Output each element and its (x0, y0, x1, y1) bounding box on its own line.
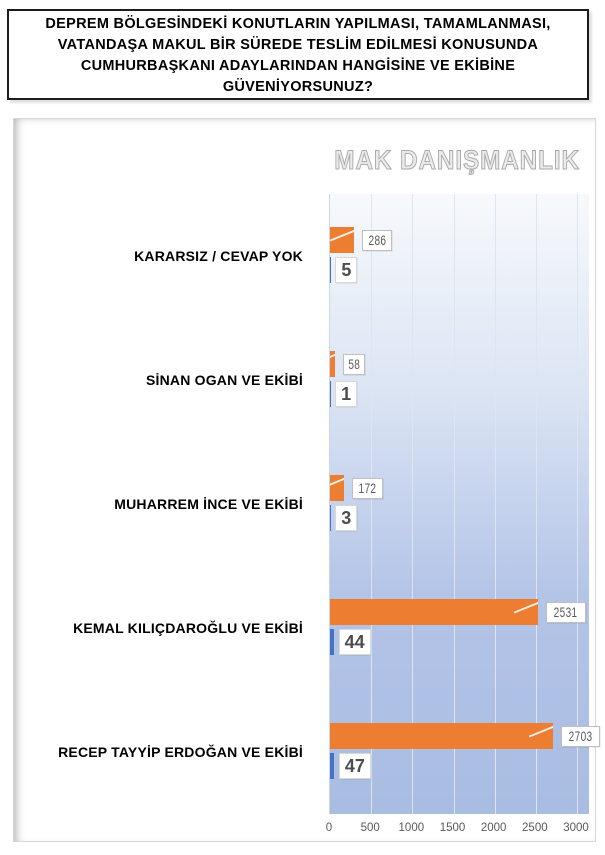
callout-leader-line (528, 724, 553, 738)
question-title-box: DEPREM BÖLGESİNDEKİ KONUTLARIN YAPILMASI… (7, 9, 589, 100)
category-label-text: SİNAN OGAN VE EKİBİ (145, 372, 303, 388)
x-tick-label: 1000 (398, 822, 425, 834)
x-axis: 0 500 1000 1500 2000 2500 3000 (14, 822, 597, 838)
x-tick-label: 0 (325, 822, 333, 834)
category-label-text: MUHARREM İNCE VE EKİBİ (114, 496, 303, 512)
series2-value-callout: 44 (338, 629, 371, 655)
series1-bar (330, 351, 335, 377)
series1-value-callout: 286 (361, 230, 393, 251)
series2-bar (330, 629, 334, 655)
category-label: MUHARREM İNCE VE EKİBİ (14, 442, 316, 566)
gridline (412, 194, 414, 814)
series1-value-callout: 2703 (560, 726, 600, 747)
question-title-line: DEPREM BÖLGESİNDEKİ KONUTLARIN YAPILMASI… (45, 16, 551, 32)
series1-value-text: 286 (368, 232, 386, 248)
question-title-line: VATANDAŞA MAKUL BİR SÜREDE TESLİM EDİLME… (57, 37, 539, 53)
series2-bar (330, 753, 334, 779)
gridline (371, 194, 373, 814)
chart-card: MAK DANIŞMANLIK 286 5 58 1 172 3 2531 44 2703 47 … (13, 118, 600, 842)
series2-value-callout: 5 (335, 257, 358, 283)
question-title-line: GÜVENİYORSUNUZ? (222, 79, 374, 95)
series1-value-callout: 58 (342, 354, 366, 375)
series2-value-callout: 47 (338, 753, 371, 779)
question-title-line: CUMHURBAŞKANI ADAYLARINDAN HANGİSİNE VE … (80, 58, 516, 74)
series1-bar (330, 599, 539, 625)
callout-leader-line (514, 600, 539, 614)
series2-value-callout: 1 (335, 381, 358, 407)
series1-bar (330, 723, 553, 749)
category-label: KARARSIZ / CEVAP YOK (14, 194, 316, 318)
callout-leader-line (330, 476, 345, 490)
category-label: KEMAL KILIÇDAROĞLU VE EKİBİ (14, 566, 316, 690)
category-label-text: RECEP TAYYİP ERDOĞAN VE EKİBİ (58, 744, 303, 760)
gridline (453, 194, 455, 814)
x-tick-label: 3000 (563, 822, 589, 834)
watermark-logo: MAK DANIŞMANLIK (334, 145, 580, 176)
category-label-text: KEMAL KILIÇDAROĞLU VE EKİBİ (73, 620, 303, 636)
gridline (535, 194, 537, 814)
x-tick-label: 2000 (480, 822, 507, 834)
category-label-text: KARARSIZ / CEVAP YOK (134, 248, 303, 264)
x-tick-label: 500 (360, 822, 380, 834)
series1-value-callout: 2531 (546, 602, 586, 623)
series1-value-text: 172 (358, 480, 377, 496)
series1-bar (330, 227, 354, 253)
category-label: SİNAN OGAN VE EKİBİ (14, 318, 316, 442)
series1-bar (330, 475, 345, 501)
gridline (494, 194, 496, 814)
callout-leader-line (330, 352, 335, 366)
series2-bar (330, 381, 331, 407)
series1-value-text: 2703 (568, 728, 593, 744)
series2-bar (330, 257, 331, 283)
series1-value-callout: 172 (352, 478, 384, 499)
plot-area: 286 5 58 1 172 3 2531 44 2703 47 (329, 194, 600, 814)
series2-bar (330, 505, 331, 531)
series1-value-text: 2531 (554, 604, 578, 620)
x-tick-label: 1500 (439, 822, 466, 834)
callout-leader-line (330, 228, 354, 242)
series2-value-callout: 3 (335, 505, 358, 531)
gridline (577, 194, 578, 814)
series1-value-text: 58 (348, 356, 361, 372)
x-tick-label: 2500 (522, 822, 548, 834)
category-label: RECEP TAYYİP ERDOĞAN VE EKİBİ (14, 690, 316, 814)
